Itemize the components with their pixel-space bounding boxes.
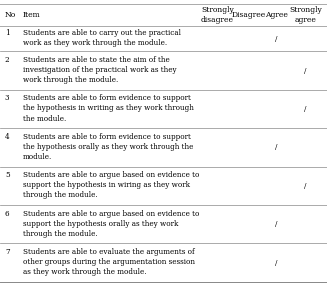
- Text: Students are able to carry out the practical
work as they work through the modul: Students are able to carry out the pract…: [23, 29, 181, 47]
- Text: Students are able to argue based on evidence to
support the hypothesis in wiring: Students are able to argue based on evid…: [23, 171, 199, 199]
- Text: 2: 2: [5, 56, 9, 64]
- Text: /: /: [304, 67, 307, 75]
- Text: Item: Item: [23, 11, 41, 19]
- Text: No: No: [5, 11, 16, 19]
- Text: Students are able to state the aim of the
investigation of the practical work as: Students are able to state the aim of th…: [23, 56, 177, 84]
- Text: Disagree: Disagree: [232, 11, 266, 19]
- Text: 3: 3: [5, 94, 9, 102]
- Text: /: /: [304, 105, 307, 113]
- Text: Students are able to form evidence to support
the hypothesis in writing as they : Students are able to form evidence to su…: [23, 94, 194, 122]
- Text: Agree: Agree: [265, 11, 288, 19]
- Text: 7: 7: [5, 248, 9, 256]
- Text: /: /: [275, 35, 278, 43]
- Text: Students are able to evaluate the arguments of
other groups during the argumenta: Students are able to evaluate the argume…: [23, 248, 195, 276]
- Text: 4: 4: [5, 133, 9, 141]
- Text: 6: 6: [5, 210, 9, 218]
- Text: /: /: [275, 220, 278, 228]
- Text: 5: 5: [5, 171, 9, 179]
- Text: 1: 1: [5, 29, 10, 37]
- Text: /: /: [275, 259, 278, 267]
- Text: Strongly
agree: Strongly agree: [289, 6, 322, 24]
- Text: Students are able to argue based on evidence to
support the hypothesis orally as: Students are able to argue based on evid…: [23, 210, 199, 238]
- Text: /: /: [304, 182, 307, 190]
- Text: /: /: [275, 143, 278, 151]
- Text: Students are able to form evidence to support
the hypothesis orally as they work: Students are able to form evidence to su…: [23, 133, 193, 161]
- Text: Strongly
disagree: Strongly disagree: [201, 6, 234, 24]
